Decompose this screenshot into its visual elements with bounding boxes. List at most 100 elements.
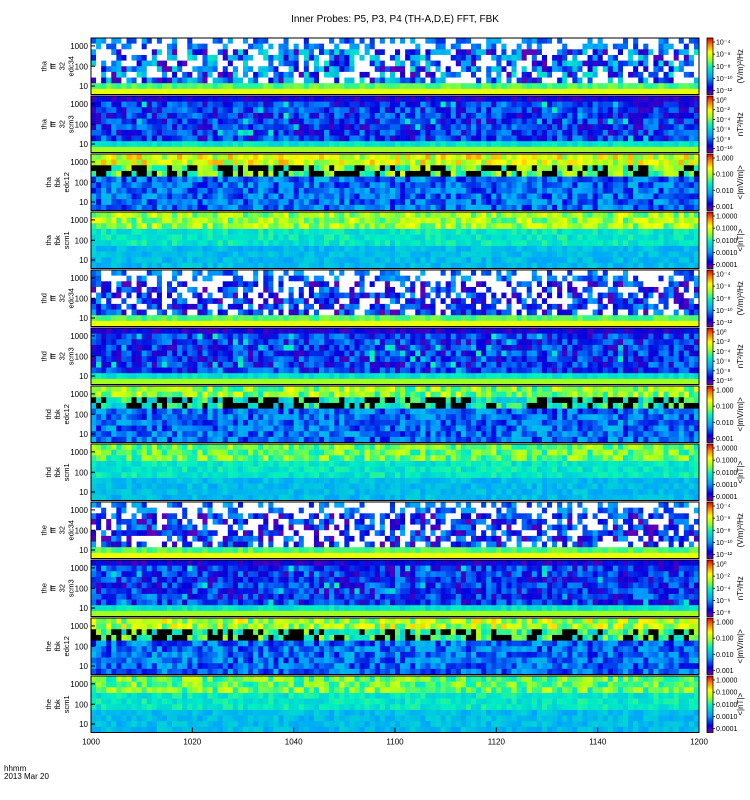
spectrogram-cell xyxy=(683,146,690,153)
spectrogram-cell xyxy=(167,96,173,102)
spectrogram-cell xyxy=(435,240,441,247)
spectrogram-cell xyxy=(602,187,609,194)
spectrogram-cell xyxy=(384,135,391,142)
spectrogram-cell xyxy=(172,251,178,258)
spectrogram-cell xyxy=(435,245,441,252)
spectrogram-cell xyxy=(268,187,274,194)
spectrogram-cell xyxy=(410,182,416,189)
spectrogram-cell xyxy=(653,193,659,200)
y-tick-label: 100 xyxy=(75,62,89,71)
spectrogram-cell xyxy=(349,270,355,276)
spectrogram-cell xyxy=(354,234,360,241)
spectrogram-cell xyxy=(172,88,178,95)
spectrogram-cell xyxy=(339,54,345,61)
spectrogram-cell xyxy=(111,118,117,125)
spectrogram-cell xyxy=(374,88,381,95)
spectrogram-cell xyxy=(369,182,376,189)
spectrogram-cell xyxy=(623,107,629,114)
spectrogram-cell xyxy=(612,159,619,166)
spectrogram-cell xyxy=(344,43,350,50)
spectrogram-cell xyxy=(273,71,279,78)
spectrogram-cell xyxy=(465,66,472,73)
spectrogram-cell xyxy=(91,262,97,269)
spectrogram-cell xyxy=(106,234,112,241)
spectrogram-cell xyxy=(278,49,284,56)
spectrogram-cell xyxy=(91,146,97,153)
spectrogram-cell xyxy=(197,217,203,224)
spectrogram-cell xyxy=(425,54,431,61)
spectrogram-cell xyxy=(425,77,431,84)
spectrogram-cell xyxy=(465,165,472,172)
spectrogram-cell xyxy=(663,154,669,160)
spectrogram-cell xyxy=(678,170,685,177)
spectrogram-cell xyxy=(476,187,482,194)
spectrogram-cell xyxy=(567,141,573,148)
spectrogram-cell xyxy=(172,165,178,172)
spectrogram-cell xyxy=(400,182,406,189)
spectrogram-cell xyxy=(673,199,680,206)
spectrogram-cell xyxy=(683,176,690,183)
spectrogram-cell xyxy=(425,118,431,125)
spectrogram-cell xyxy=(364,96,370,102)
spectrogram-cell xyxy=(177,77,183,84)
spectrogram-cell xyxy=(161,112,168,119)
spectrogram-cell xyxy=(283,245,289,252)
spectrogram-cell xyxy=(167,112,173,119)
spectrogram-cell xyxy=(643,199,649,206)
spectrogram-cell xyxy=(460,234,467,241)
spectrogram-cell xyxy=(531,43,538,50)
spectrogram-cell xyxy=(243,101,249,108)
spectrogram-cell xyxy=(562,71,568,78)
spectrogram-cell xyxy=(628,159,634,166)
spectrogram-cell xyxy=(693,176,700,183)
spectrogram-cell xyxy=(465,83,472,90)
spectrogram-cell xyxy=(623,54,629,61)
spectrogram-cell xyxy=(683,182,690,189)
spectrogram-cell xyxy=(501,204,507,211)
spectrogram-cell xyxy=(101,141,107,148)
spectrogram-cell xyxy=(526,118,533,125)
spectrogram-cell xyxy=(354,251,360,258)
spectrogram-cell xyxy=(197,228,203,235)
spectrogram-cell xyxy=(192,141,198,148)
spectrogram-cell xyxy=(673,176,680,183)
spectrogram-cell xyxy=(602,212,609,218)
spectrogram-cell xyxy=(633,66,639,73)
spectrogram-cell xyxy=(349,54,355,61)
spectrogram-cell xyxy=(633,217,639,224)
spectrogram-cell xyxy=(207,262,213,269)
spectrogram-cell xyxy=(562,212,568,218)
spectrogram-cell xyxy=(212,240,218,247)
spectrogram-cell xyxy=(612,165,619,172)
spectrogram-cell xyxy=(329,54,335,61)
spectrogram-cell xyxy=(471,54,477,61)
spectrogram-cell xyxy=(187,38,193,44)
spectrogram-cell xyxy=(141,49,148,56)
spectrogram-cell xyxy=(273,199,279,206)
spectrogram-cell xyxy=(298,154,305,160)
spectrogram-cell xyxy=(131,193,137,200)
spectrogram-cell xyxy=(400,60,406,67)
spectrogram-cell xyxy=(395,223,401,230)
spectrogram-cell xyxy=(400,118,406,125)
spectrogram-cell xyxy=(232,38,239,44)
spectrogram-cell xyxy=(116,49,122,56)
spectrogram-cell xyxy=(693,83,700,90)
spectrogram-cell xyxy=(582,124,588,131)
spectrogram-cell xyxy=(668,223,674,230)
spectrogram-cell xyxy=(501,66,507,73)
spectrogram-cell xyxy=(156,223,163,230)
spectrogram-cell xyxy=(420,112,426,119)
spectrogram-cell xyxy=(638,118,644,125)
spectrogram-cell xyxy=(339,228,345,235)
spectrogram-cell xyxy=(172,199,178,206)
spectrogram-cell xyxy=(521,135,528,142)
spectrogram-cell xyxy=(161,77,168,84)
spectrogram-cell xyxy=(151,154,158,160)
spectrogram-cell xyxy=(313,165,320,172)
spectrogram-cell xyxy=(683,96,690,102)
spectrogram-cell xyxy=(420,251,426,258)
spectrogram-cell xyxy=(344,96,350,102)
spectrogram-cell xyxy=(617,66,624,73)
spectrogram-cell xyxy=(177,262,183,269)
